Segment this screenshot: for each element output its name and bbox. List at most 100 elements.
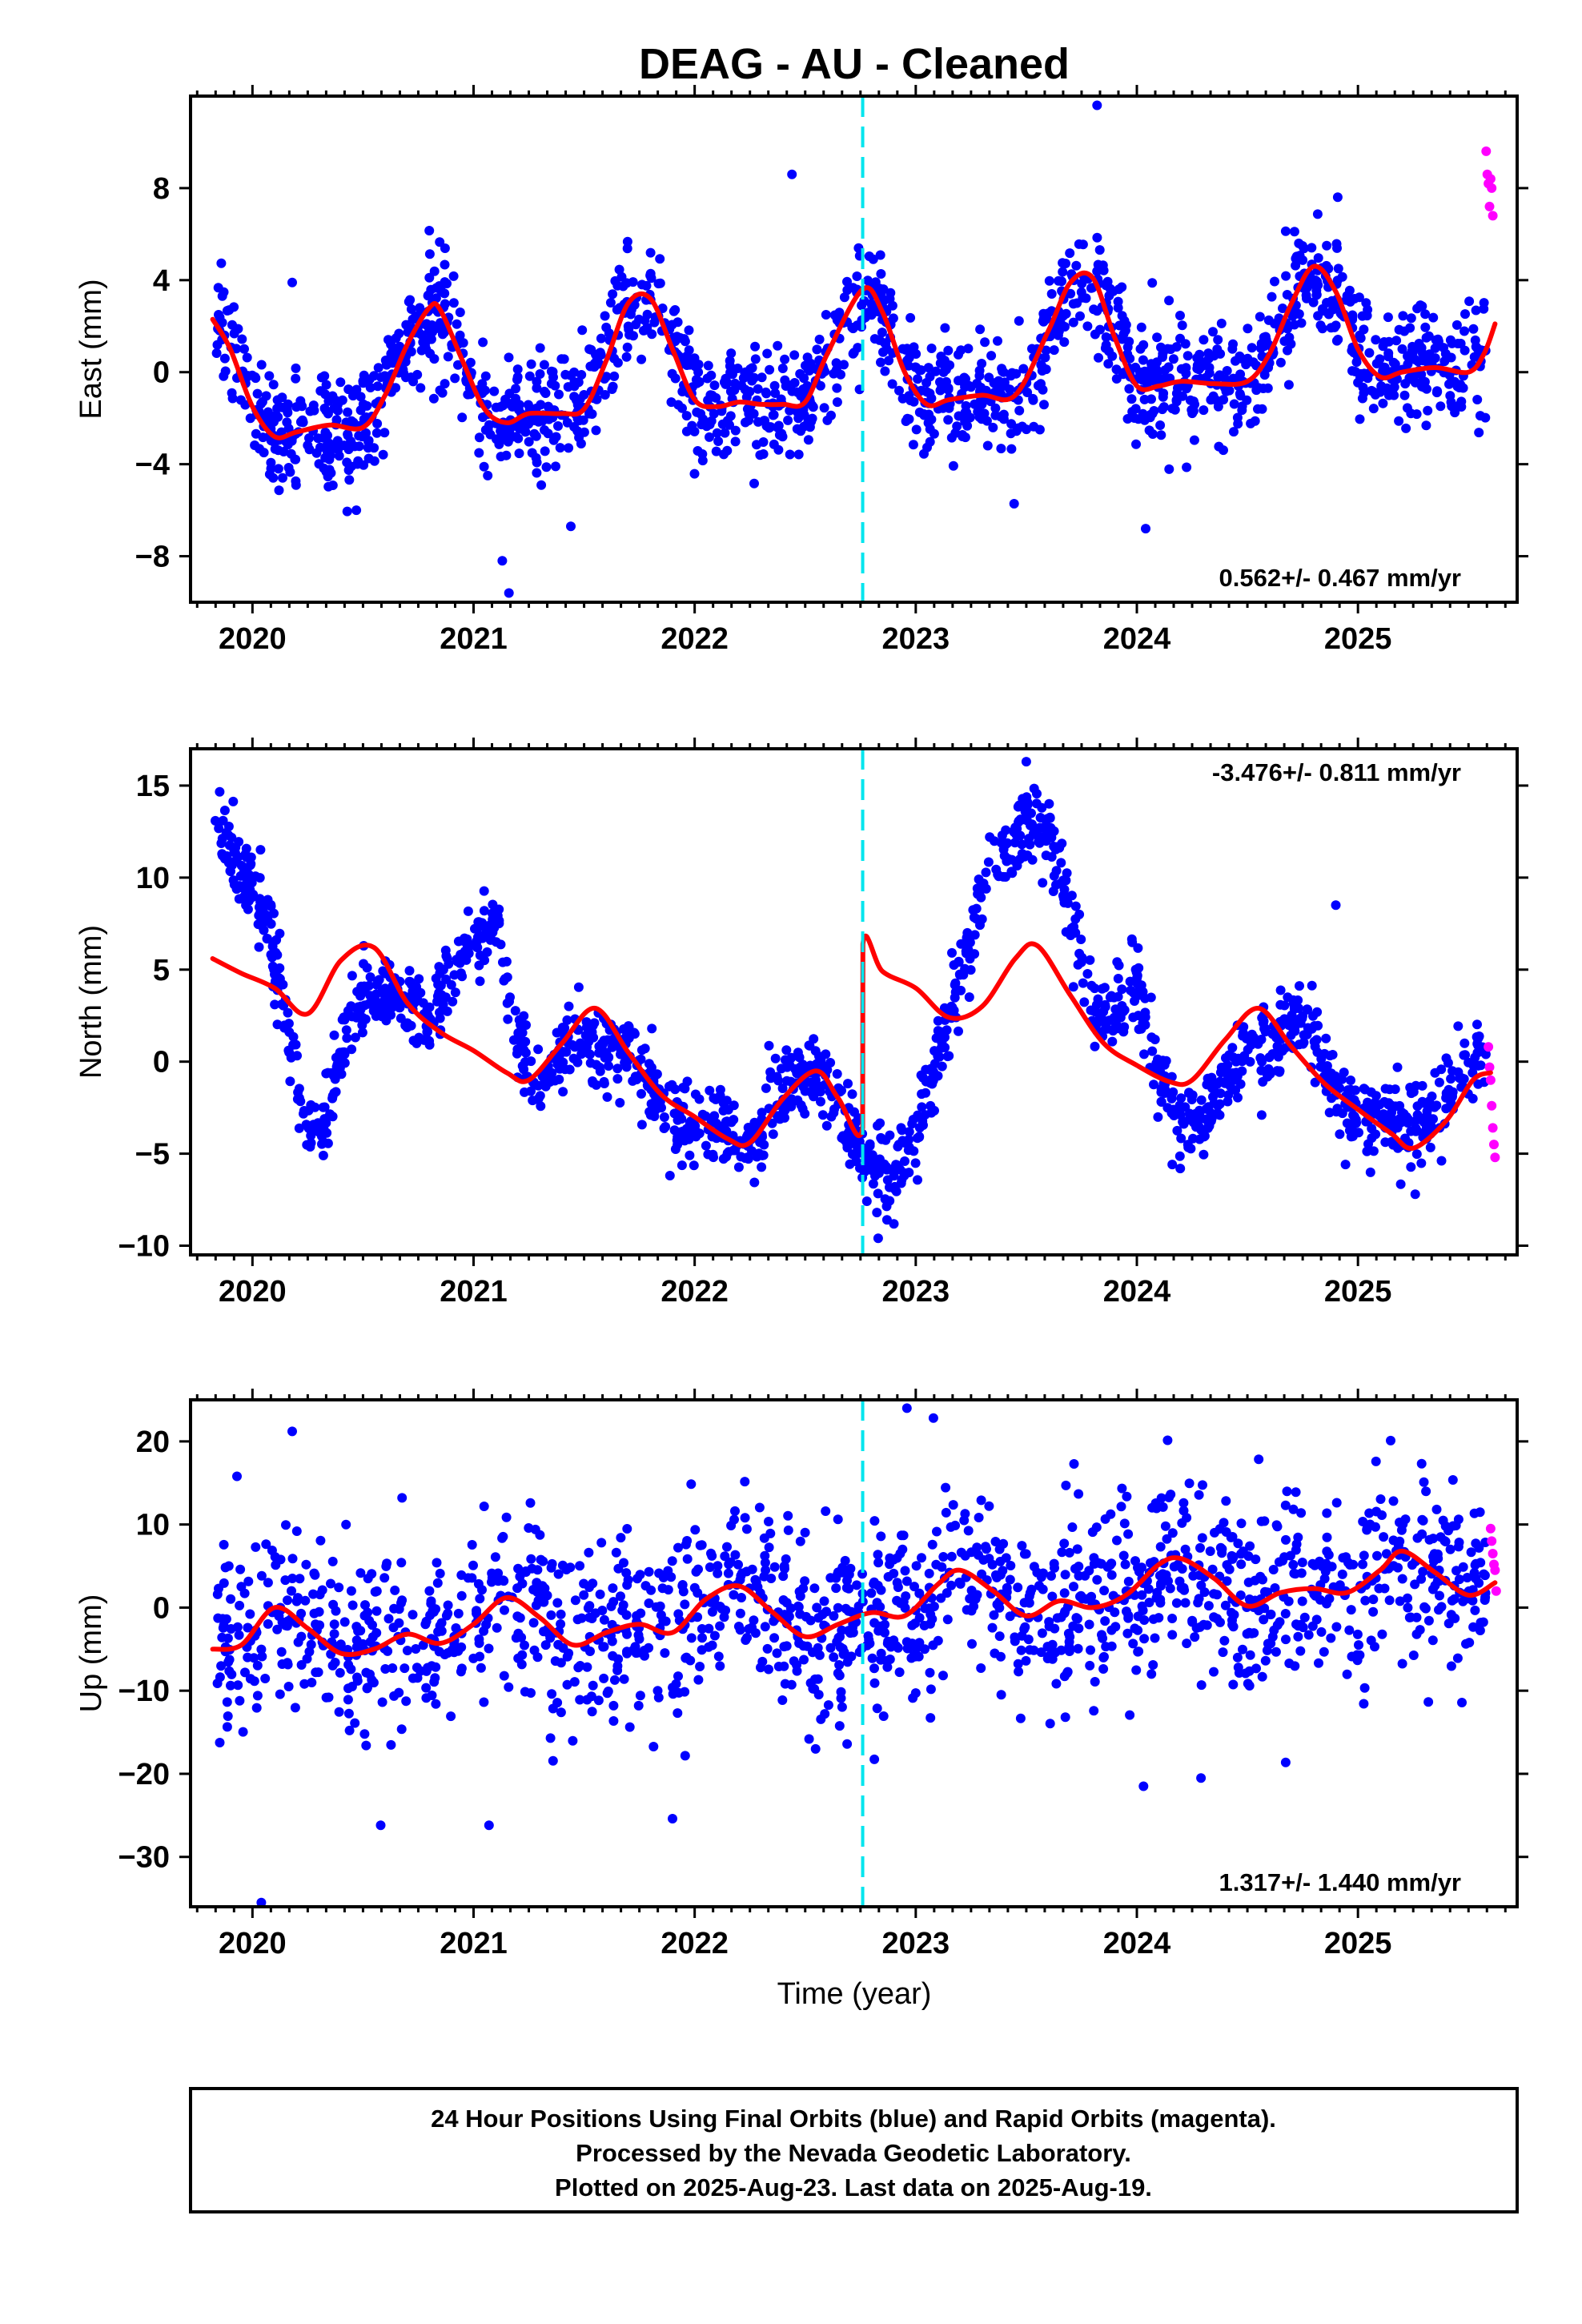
up-final-orbit-point <box>1331 1498 1342 1508</box>
up-final-orbit-point <box>989 1610 999 1620</box>
north-final-orbit-point <box>435 1007 444 1018</box>
east-final-orbit-point <box>1327 304 1338 315</box>
up-final-orbit-point <box>582 1695 592 1705</box>
east-final-orbit-point <box>278 472 287 483</box>
north-final-orbit-point <box>1446 1074 1456 1084</box>
east-final-orbit-point <box>1094 245 1105 255</box>
up-final-orbit-point <box>872 1703 882 1714</box>
up-final-orbit-point <box>1388 1496 1399 1506</box>
up-final-orbit-point <box>648 1742 659 1751</box>
east-final-orbit-point <box>405 295 416 305</box>
up-final-orbit-point <box>715 1661 725 1671</box>
east-final-orbit-point <box>693 367 704 377</box>
east-final-orbit-point <box>1233 373 1243 383</box>
north-final-orbit-point <box>779 1107 789 1117</box>
east-final-orbit-point <box>1092 266 1102 276</box>
north-final-orbit-point <box>661 1122 671 1132</box>
up-final-orbit-point <box>713 1561 723 1571</box>
up-final-orbit-point <box>1139 1634 1150 1644</box>
east-final-orbit-point <box>1376 381 1387 392</box>
east-final-orbit-point <box>219 353 230 364</box>
east-final-orbit-point <box>1423 405 1433 416</box>
up-final-orbit-point <box>386 1739 396 1750</box>
north-final-orbit-point <box>1294 1003 1303 1013</box>
east-final-orbit-point <box>1383 348 1394 359</box>
east-final-orbit-point <box>213 283 223 293</box>
up-final-orbit-point <box>1219 1635 1230 1646</box>
east-final-orbit-point <box>605 298 616 308</box>
east-final-orbit-point <box>408 376 419 387</box>
east-final-orbit-point <box>1454 383 1464 392</box>
up-final-orbit-point <box>942 1588 952 1598</box>
up-final-orbit-point <box>723 1568 733 1578</box>
east-final-orbit-point <box>1155 420 1166 430</box>
up-final-orbit-point <box>1458 1562 1468 1572</box>
up-final-orbit-point <box>516 1659 527 1670</box>
north-final-orbit-point <box>1027 819 1037 830</box>
up-final-orbit-point <box>1420 1603 1431 1614</box>
east-final-orbit-point <box>540 386 549 396</box>
east-final-orbit-point <box>996 444 1006 454</box>
up-final-orbit-point <box>632 1574 642 1584</box>
up-final-orbit-point <box>735 1608 745 1618</box>
up-final-orbit-point <box>307 1678 317 1687</box>
up-final-orbit-point <box>705 1562 715 1572</box>
north-final-orbit-point <box>1238 1031 1248 1041</box>
east-final-orbit-point <box>1357 311 1367 321</box>
east-final-orbit-point <box>1060 322 1070 332</box>
east-final-orbit-point <box>227 393 238 404</box>
north-final-orbit-point <box>279 1020 290 1031</box>
up-final-orbit-point <box>467 1573 477 1583</box>
up-final-orbit-point <box>1281 1534 1291 1545</box>
up-final-orbit-point <box>783 1510 793 1521</box>
up-final-orbit-point <box>295 1574 305 1584</box>
north-final-orbit-point <box>1215 1088 1226 1099</box>
up-final-orbit-point <box>937 1562 947 1572</box>
east-final-orbit-point <box>1053 330 1063 340</box>
east-final-orbit-point <box>831 358 841 368</box>
east-final-orbit-point <box>1152 332 1162 343</box>
north-final-orbit-point <box>561 1047 572 1057</box>
north-final-orbit-point <box>777 1084 788 1093</box>
north-final-orbit-point <box>594 1041 604 1051</box>
up-final-orbit-point <box>379 1573 390 1583</box>
east-final-orbit-point <box>980 337 990 348</box>
up-final-orbit-point <box>1100 1616 1110 1626</box>
east-final-orbit-point <box>913 374 923 384</box>
up-final-orbit-point <box>1118 1550 1129 1561</box>
east-final-orbit-point <box>729 385 740 395</box>
north-final-orbit-point <box>412 1038 422 1048</box>
north-final-orbit-point <box>1057 838 1067 849</box>
up-final-orbit-point <box>876 1531 886 1542</box>
east-final-orbit-point <box>780 375 790 385</box>
east-final-orbit-point <box>1027 344 1037 354</box>
east-final-orbit-point <box>1471 305 1481 316</box>
up-final-orbit-point <box>987 1622 998 1633</box>
north-final-orbit-point <box>1351 1085 1360 1096</box>
east-final-orbit-point <box>692 407 702 417</box>
up-final-orbit-point <box>299 1679 310 1689</box>
east-final-orbit-point <box>1349 294 1359 304</box>
north-final-orbit-point <box>359 959 368 969</box>
up-final-orbit-point <box>334 1707 344 1717</box>
north-final-orbit-point <box>436 990 447 1000</box>
up-final-orbit-point <box>1331 1622 1342 1632</box>
up-final-orbit-point <box>334 1582 344 1593</box>
up-final-orbit-point <box>1060 1712 1070 1723</box>
north-final-orbit-point <box>709 1111 720 1121</box>
up-final-orbit-point <box>1072 1614 1082 1624</box>
up-final-orbit-point <box>730 1506 740 1516</box>
east-final-orbit-point <box>315 386 326 396</box>
east-final-orbit-point <box>416 345 427 356</box>
east-final-orbit-point <box>821 310 831 320</box>
east-final-orbit-point <box>1146 409 1156 420</box>
up-final-orbit-point <box>396 1598 406 1608</box>
north-final-orbit-point <box>363 980 374 991</box>
up-final-orbit-point <box>1122 1491 1132 1502</box>
north-final-orbit-point <box>815 1087 825 1097</box>
up-final-orbit-point <box>1359 1699 1369 1709</box>
up-final-orbit-point <box>280 1620 291 1630</box>
east-final-orbit-point <box>256 399 266 409</box>
east-final-orbit-point <box>1317 304 1327 314</box>
up-final-orbit-point <box>846 1606 857 1617</box>
